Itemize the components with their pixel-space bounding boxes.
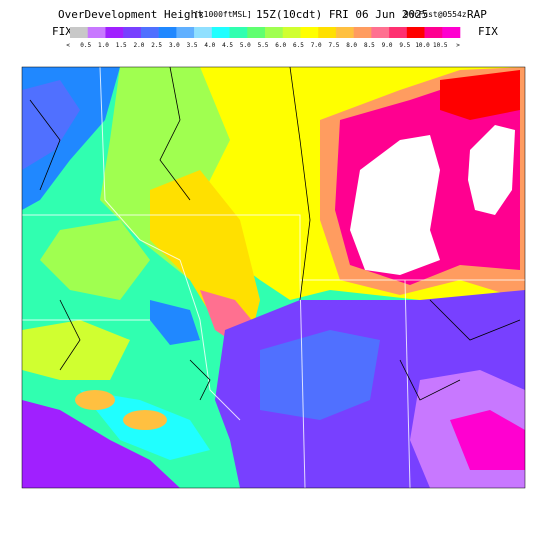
model: RAP	[467, 8, 487, 21]
colorbar-tick-label: 1.0	[98, 42, 109, 49]
colorbar-tick-label: 0.5	[80, 42, 91, 49]
colorbar-tick-label: 2.5	[151, 42, 162, 49]
colorbar-swatch	[176, 27, 195, 38]
colorbar-tick-label: 5.5	[258, 42, 269, 49]
field	[150, 170, 260, 340]
colorbar-swatch	[105, 27, 124, 38]
colorbar-swatch	[371, 27, 390, 38]
colorbar-swatch	[389, 27, 408, 38]
colorbar-swatch	[424, 27, 443, 38]
colorbar-tick-label: 9.0	[382, 42, 393, 49]
colorbar-tick-label: 10.5	[433, 42, 448, 49]
field	[40, 220, 150, 300]
colorbar-tick-label: 7.0	[311, 42, 322, 49]
colorbar-swatch	[158, 27, 177, 38]
map-frame	[21, 66, 526, 489]
colorbar-tick-label: 8.5	[364, 42, 375, 49]
colorbar-swatch	[442, 27, 461, 38]
colorbar-swatch	[194, 27, 213, 38]
field	[468, 125, 515, 215]
colorbar-tick-label: 8.0	[346, 42, 357, 49]
colorbar-tick-label: 1.5	[116, 42, 127, 49]
colorbar-tick-label: 9.5	[399, 42, 410, 49]
field	[22, 80, 80, 170]
field	[123, 410, 167, 430]
colorbar-tick-label: 7.5	[328, 42, 339, 49]
field	[440, 70, 520, 120]
colorbar-tick-label: 6.0	[275, 42, 286, 49]
colorbar-tick-label: 6.5	[293, 42, 304, 49]
field	[260, 330, 380, 420]
colorbar-tick-label: 3.0	[169, 42, 180, 49]
colorbar-tick-label: 5.0	[240, 42, 251, 49]
colorbar-swatch	[229, 27, 248, 38]
colorbar-swatch	[87, 27, 106, 38]
field	[22, 400, 180, 488]
colorbar-tick-label: 4.0	[204, 42, 215, 49]
map	[21, 66, 526, 489]
colorbar-swatch	[211, 27, 230, 38]
state-borders	[22, 66, 525, 489]
colorbar-tick-label: 10.0	[415, 42, 430, 49]
fix-right: FIX	[478, 25, 498, 38]
colorbar-tick-label: 4.5	[222, 42, 233, 49]
contours	[29, 66, 521, 401]
forecast: 9hrFcst@0554z	[404, 10, 467, 19]
valid-time: 15Z(10cdt) FRI 06 Jun 2025	[256, 8, 428, 21]
field	[22, 320, 130, 380]
colorbar-swatch	[247, 27, 266, 38]
colorbar-swatch	[318, 27, 337, 38]
colorbar-tick-label: >	[456, 42, 460, 49]
field	[350, 135, 440, 275]
colorbar-tick-label: <	[66, 42, 70, 49]
colorbar-swatch	[335, 27, 354, 38]
units: [x1000ftMSL]	[194, 10, 252, 19]
colorbar: <0.5 1.0 1.5 2.0 2.5 3.0 3.5 4.0 4.5 5.0 5.5 6.0 6.5…	[66, 27, 461, 49]
field	[150, 300, 200, 345]
colorbar-swatch	[353, 27, 372, 38]
colorbar-swatch	[282, 27, 301, 38]
colorbar-swatch	[300, 27, 319, 38]
title: OverDevelopment Height	[58, 8, 204, 21]
field	[75, 390, 115, 410]
colorbar-swatch	[123, 27, 142, 38]
colorbar-swatch	[406, 27, 425, 38]
colorbar-swatch	[140, 27, 159, 38]
field	[450, 410, 525, 470]
colorbar-swatch	[70, 27, 89, 38]
colorbar-tick-label: 3.5	[187, 42, 198, 49]
fix-left: FIX	[52, 25, 72, 38]
colorbar-swatch	[265, 27, 284, 38]
colorbar-tick-label: 2.0	[133, 42, 144, 49]
